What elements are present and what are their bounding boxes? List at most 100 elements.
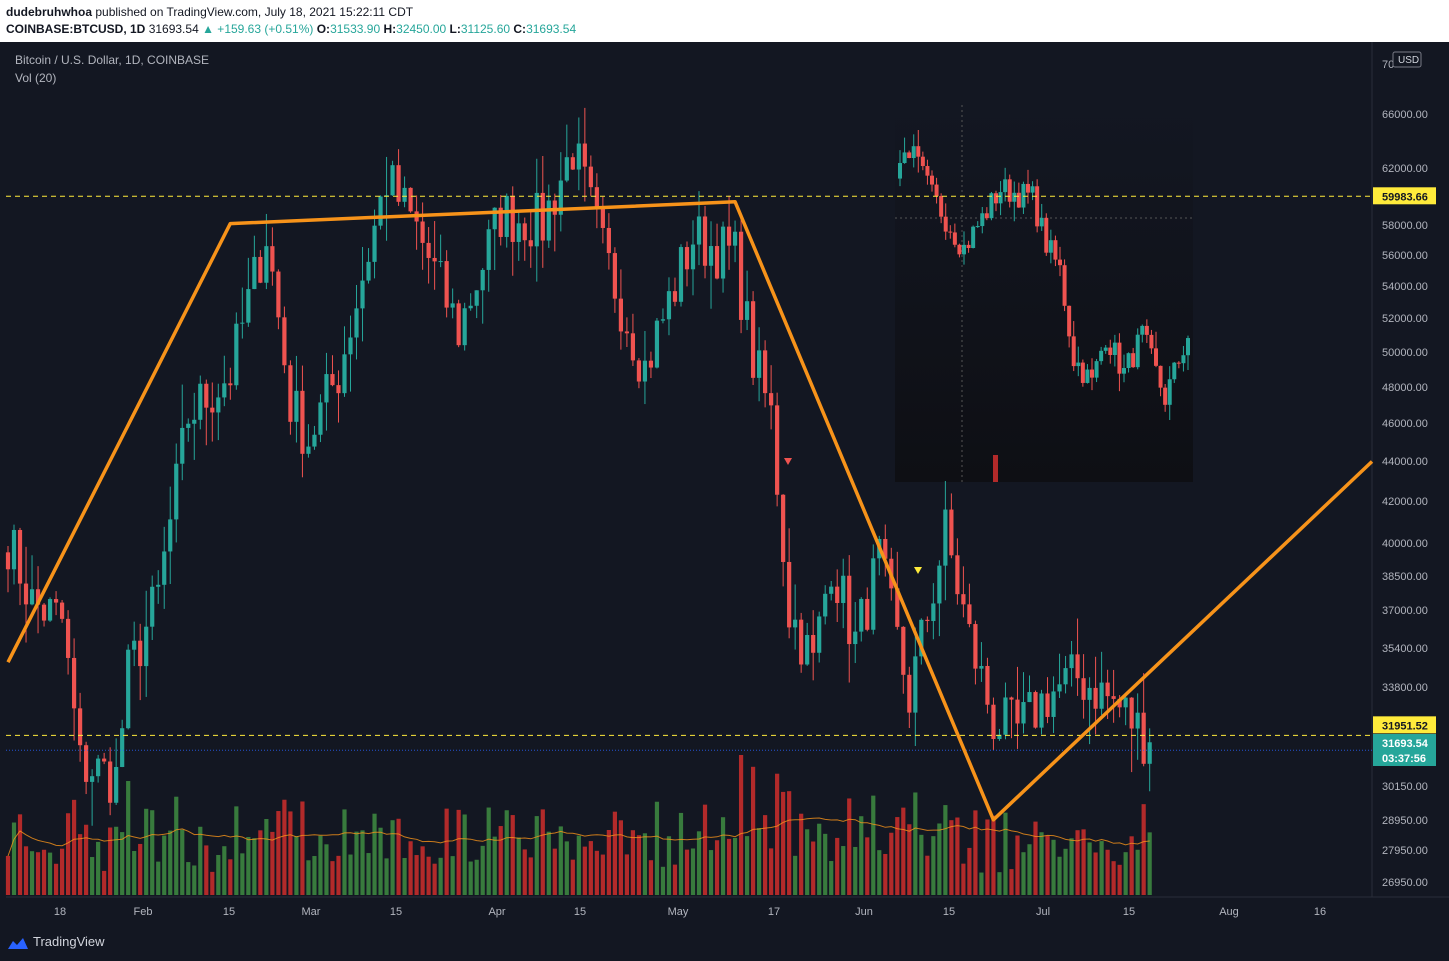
inset-candle-body xyxy=(998,192,1003,204)
candle-body xyxy=(642,360,648,382)
candle xyxy=(366,248,371,284)
candle xyxy=(120,719,125,768)
time-tick-label: Feb xyxy=(134,906,153,918)
volume-bar xyxy=(240,853,245,895)
volume-bar xyxy=(576,835,581,895)
volume-bar xyxy=(102,870,107,895)
volume-bar xyxy=(925,855,930,895)
volume-bar xyxy=(396,818,401,895)
candle xyxy=(360,246,365,342)
inset-candle-body xyxy=(1103,347,1108,351)
inset-candle-body xyxy=(975,226,980,228)
candle-body xyxy=(108,761,113,803)
candle xyxy=(630,313,636,367)
candle-body xyxy=(1021,702,1026,724)
volume-bar xyxy=(1123,852,1128,895)
candle xyxy=(757,327,762,402)
inset-candle-body xyxy=(1135,334,1140,368)
tradingview-logo[interactable]: TradingView xyxy=(7,934,105,950)
candle xyxy=(1057,653,1062,698)
inset-candle xyxy=(1007,174,1012,208)
price-tick-label: 30150.00 xyxy=(1382,781,1428,793)
volume-bar xyxy=(823,833,828,895)
candle xyxy=(781,494,786,587)
legend-volume: Vol (20) xyxy=(15,71,57,85)
inset-candle xyxy=(1135,328,1140,370)
candle xyxy=(961,566,966,618)
candle-body xyxy=(102,758,107,762)
volume-bar xyxy=(372,813,377,895)
candle xyxy=(714,223,720,280)
candle xyxy=(985,657,990,714)
candle-body xyxy=(492,207,497,230)
candle-body xyxy=(612,253,617,299)
inset-candle-body xyxy=(1003,179,1008,193)
inset-candle xyxy=(902,137,907,164)
candle-body xyxy=(720,226,726,279)
inset-candle xyxy=(1039,203,1044,231)
time-tick-label: 15 xyxy=(223,906,235,918)
volume-bar xyxy=(1039,832,1044,895)
volume-bar xyxy=(474,859,479,895)
price-tick-label: 50000.00 xyxy=(1382,347,1428,359)
volume-bar xyxy=(811,841,816,895)
inset-candle xyxy=(957,243,962,258)
inset-candle-body xyxy=(1144,325,1149,335)
volume-bar xyxy=(23,846,29,895)
candle-body xyxy=(931,603,936,622)
candle xyxy=(546,184,551,248)
candle-body xyxy=(817,616,822,653)
volume-bar xyxy=(540,809,545,895)
low-label: L: xyxy=(449,22,461,36)
inset-candle-body xyxy=(1186,338,1190,356)
inset-candle-body xyxy=(916,146,921,157)
candle xyxy=(312,425,317,450)
inset-candle xyxy=(1103,345,1108,354)
volume-bar xyxy=(750,766,756,895)
candle-body xyxy=(907,674,912,713)
candle xyxy=(456,299,461,348)
volume-bar xyxy=(865,837,870,895)
candle xyxy=(726,195,732,270)
candle xyxy=(444,250,449,318)
candle xyxy=(210,382,215,442)
volume-bar xyxy=(919,834,924,895)
volume-bar xyxy=(937,823,942,895)
candle-body xyxy=(805,634,810,665)
candle-body xyxy=(841,575,846,604)
inset-candle-body xyxy=(1099,350,1104,362)
candle-body xyxy=(552,200,557,215)
candle xyxy=(138,623,143,701)
candle-body xyxy=(300,390,305,454)
candle xyxy=(576,117,581,191)
volume-bar xyxy=(1147,832,1152,895)
candle xyxy=(528,211,533,268)
candle-body xyxy=(132,640,137,650)
volume-bar xyxy=(1081,829,1086,895)
volume-bar xyxy=(1057,856,1062,895)
candle xyxy=(738,216,744,334)
inset-candle-body xyxy=(925,166,930,176)
candle xyxy=(1135,693,1140,760)
volume-bar xyxy=(841,846,846,895)
inset-candle-body xyxy=(1181,355,1186,364)
price-tick-label: 62000.00 xyxy=(1382,163,1428,175)
candle-body xyxy=(114,766,119,803)
candle-body xyxy=(1075,654,1080,679)
candle-body xyxy=(678,247,684,302)
inset-candle xyxy=(1108,339,1113,364)
candle-body xyxy=(522,223,527,241)
candle-body xyxy=(744,301,750,320)
candle xyxy=(660,308,666,324)
volume-bar xyxy=(132,850,137,895)
candle xyxy=(516,210,521,261)
candle-body xyxy=(690,244,696,270)
volume-bar xyxy=(690,848,696,895)
candle xyxy=(943,480,948,601)
price-tick-label: 52000.00 xyxy=(1382,313,1428,325)
inset-candle xyxy=(1085,364,1090,384)
publisher-name[interactable]: dudebruhwhoa xyxy=(6,5,92,19)
candle-body xyxy=(408,187,413,212)
time-tick-label: 15 xyxy=(574,906,586,918)
